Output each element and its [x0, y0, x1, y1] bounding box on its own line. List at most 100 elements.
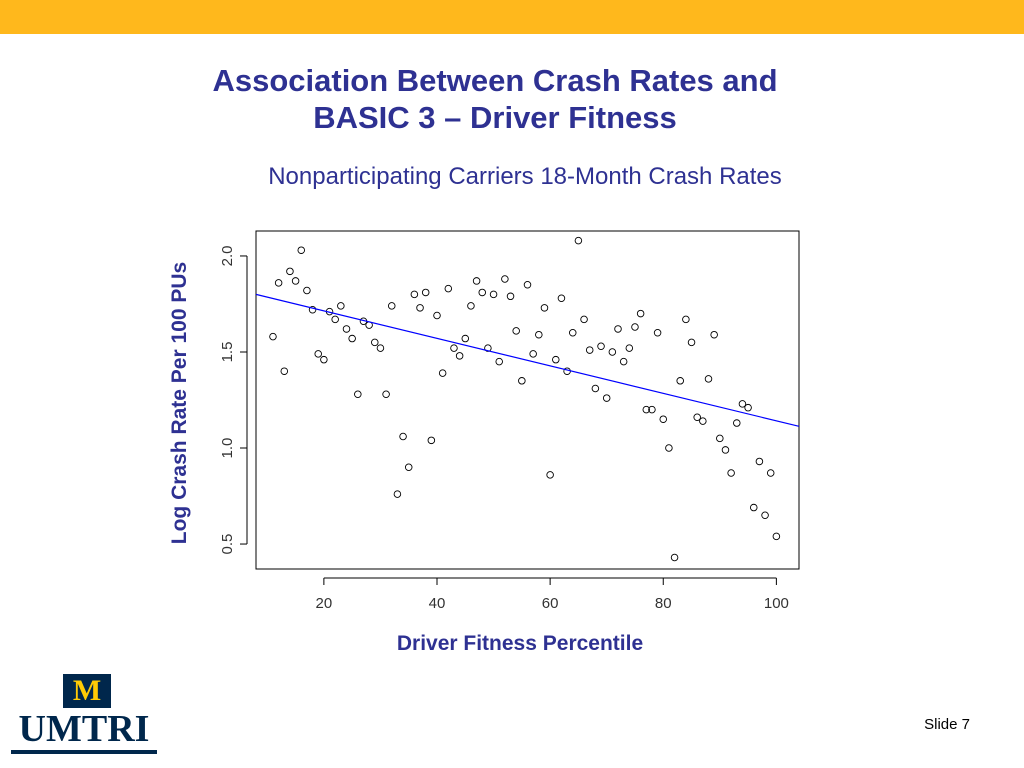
- data-point: [687, 338, 696, 347]
- data-point: [393, 490, 402, 498]
- top-accent-bar: [0, 0, 1024, 34]
- data-point: [354, 390, 362, 398]
- y-tick-label: 2.0: [219, 246, 236, 267]
- data-point: [376, 344, 385, 352]
- data-point: [342, 325, 351, 333]
- data-point: [585, 346, 594, 354]
- data-point: [772, 532, 781, 541]
- data-point: [472, 277, 481, 285]
- data-point: [297, 246, 306, 254]
- data-point: [540, 304, 549, 312]
- data-point: [274, 279, 283, 287]
- data-point: [557, 294, 566, 302]
- data-point: [766, 469, 775, 477]
- data-point: [308, 305, 317, 314]
- data-point: [269, 332, 277, 341]
- data-point: [291, 277, 300, 285]
- data-point: [744, 403, 752, 412]
- slide-title: Association Between Crash Rates and BASI…: [120, 62, 870, 136]
- data-point: [348, 334, 356, 343]
- regression-line: [255, 293, 800, 427]
- data-point: [761, 511, 769, 519]
- data-point: [433, 311, 441, 320]
- data-point: [755, 457, 764, 466]
- data-point: [665, 444, 673, 452]
- data-point: [489, 290, 498, 299]
- data-point: [608, 348, 617, 356]
- data-point: [614, 325, 622, 333]
- x-tick-label: 100: [764, 595, 789, 612]
- y-tick-label: 0.5: [219, 534, 236, 555]
- data-point: [512, 327, 520, 335]
- data-point: [506, 292, 515, 301]
- logo-underline: [11, 750, 157, 754]
- x-tick-label: 40: [429, 595, 446, 612]
- data-point: [467, 302, 475, 310]
- data-point: [699, 417, 707, 425]
- data-point: [750, 503, 758, 512]
- data-point: [523, 281, 532, 289]
- slide-title-line-1: Association Between Crash Rates and: [212, 63, 778, 98]
- data-point: [653, 329, 662, 337]
- x-axis-label: Driver Fitness Percentile: [396, 632, 644, 655]
- slide-title-line-2: BASIC 3 – Driver Fitness: [313, 100, 677, 135]
- data-point: [574, 236, 583, 245]
- data-point: [733, 419, 741, 427]
- data-point: [670, 553, 679, 562]
- data-point: [461, 334, 470, 343]
- data-point: [619, 357, 628, 366]
- data-point: [495, 357, 503, 366]
- data-point: [450, 344, 458, 352]
- data-point: [529, 350, 537, 358]
- data-point: [331, 315, 339, 324]
- data-point: [682, 315, 690, 324]
- data-point: [727, 469, 735, 477]
- data-point: [444, 284, 453, 293]
- data-point: [704, 375, 713, 383]
- data-points: [269, 236, 781, 562]
- data-point: [518, 377, 526, 385]
- chart-subtitle: Nonparticipating Carriers 18-Month Crash…: [268, 163, 782, 190]
- data-point: [371, 338, 379, 347]
- data-point: [438, 369, 447, 377]
- y-axis-ticks: 0.5 1.0 1.5 2.0: [219, 246, 247, 555]
- data-point: [597, 342, 605, 350]
- logo-wordmark: UMTRI: [18, 708, 150, 750]
- data-point: [552, 355, 560, 364]
- data-point: [303, 286, 311, 295]
- data-point: [427, 436, 436, 445]
- data-point: [676, 377, 684, 385]
- data-point: [710, 330, 718, 339]
- y-tick-label: 1.0: [219, 438, 236, 459]
- block-m-logo-icon: M: [63, 674, 111, 708]
- data-point: [382, 390, 390, 398]
- x-axis-ticks: 20 40 60 80 100: [316, 578, 789, 612]
- data-point: [416, 304, 424, 312]
- y-tick-label: 1.5: [219, 342, 236, 363]
- data-point: [455, 352, 464, 360]
- data-point: [648, 405, 656, 414]
- data-point: [659, 415, 668, 423]
- x-tick-label: 80: [655, 595, 672, 612]
- data-point: [478, 288, 487, 297]
- data-point: [721, 446, 730, 454]
- data-point: [631, 323, 639, 331]
- slide-number: Slide 7: [924, 716, 970, 733]
- data-point: [484, 344, 492, 352]
- data-point: [636, 309, 645, 318]
- data-point: [337, 302, 345, 310]
- data-point: [738, 400, 747, 408]
- data-point: [693, 413, 701, 422]
- data-point: [591, 384, 600, 393]
- plot-frame: [255, 230, 800, 570]
- data-point: [501, 275, 509, 283]
- data-point: [625, 344, 634, 352]
- data-point: [421, 288, 430, 297]
- data-point: [399, 432, 407, 441]
- data-point: [535, 330, 543, 339]
- x-tick-label: 20: [316, 595, 333, 612]
- data-point: [716, 434, 724, 443]
- x-tick-label: 60: [542, 595, 559, 612]
- umtri-logo: M UMTRI: [11, 674, 161, 758]
